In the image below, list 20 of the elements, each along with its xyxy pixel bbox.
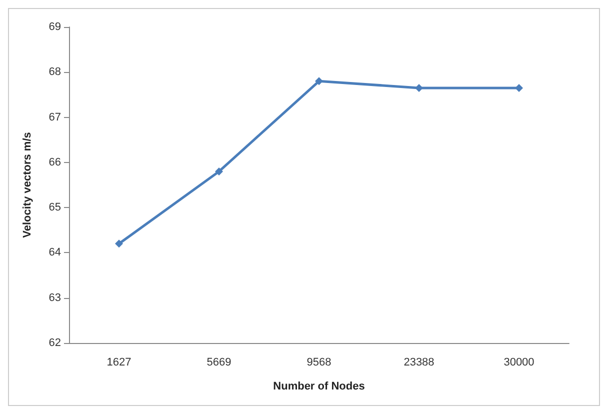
y-tick-label: 69 bbox=[48, 21, 61, 33]
point bbox=[415, 84, 423, 92]
y-tick-label: 64 bbox=[48, 246, 61, 259]
point bbox=[315, 77, 323, 86]
y-tick-label: 66 bbox=[48, 156, 61, 168]
y-tick-label: 65 bbox=[48, 202, 61, 214]
y-tick-label: 62 bbox=[48, 337, 61, 349]
point bbox=[115, 240, 123, 248]
x-tick-label: 30000 bbox=[504, 356, 534, 368]
y-axis-title: Velocity vectors m/s bbox=[22, 132, 34, 238]
x-tick-label: 23388 bbox=[404, 356, 434, 368]
point bbox=[515, 84, 523, 92]
x-axis-title: Number of Nodes bbox=[273, 380, 365, 392]
x-tick-label: 1627 bbox=[106, 356, 132, 368]
y-tick-label: 68 bbox=[48, 66, 61, 78]
x-tick-label: 9568 bbox=[306, 356, 332, 368]
x-tick-label: 5669 bbox=[206, 356, 232, 368]
point bbox=[215, 167, 223, 176]
y-tick-label: 63 bbox=[48, 292, 61, 304]
y-tick-label: 67 bbox=[48, 111, 61, 124]
